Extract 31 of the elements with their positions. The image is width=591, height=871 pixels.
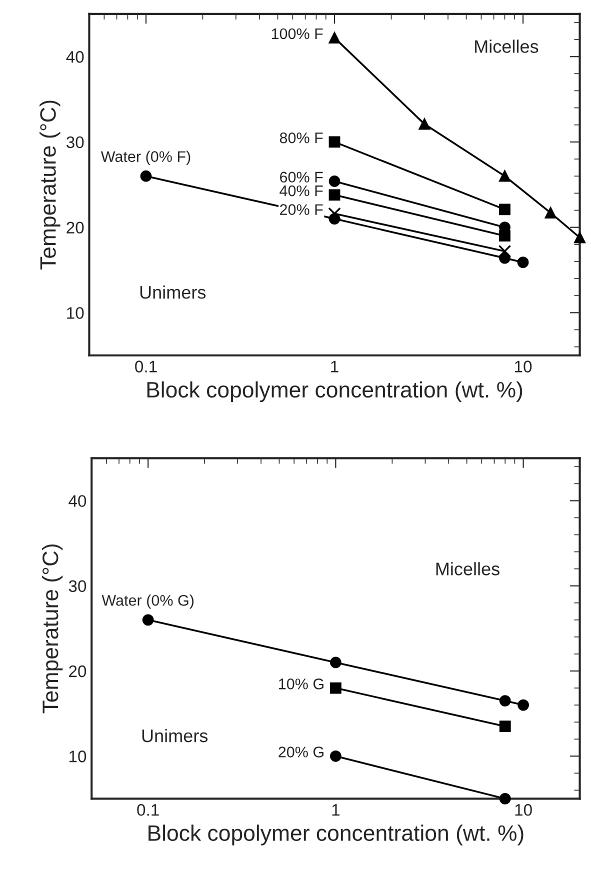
series-label: Water (0% G) [102,594,194,609]
x-tick-label: 10 [515,360,532,372]
y-tick-label: 40 [66,51,84,63]
annotation: Micelles [436,562,500,576]
series-label: 20% F [280,204,323,215]
series-label: 40% F [280,185,323,196]
annotation: Unimers [142,728,208,742]
x-tick-label: 1 [331,360,338,372]
y-tick-label: 20 [69,665,86,678]
y-tick-label: 20 [66,222,84,234]
x-tick-label: 10 [515,804,532,816]
series-label: 80% F [280,132,323,144]
annotation: Micelles [475,40,538,53]
series-label: 10% G [279,678,324,690]
y-tick-label: 10 [67,307,84,319]
series-label: 20% G [278,746,324,758]
y-tick-label: 40 [68,495,86,507]
series-label: Water (0% F) [100,150,190,165]
series-label: 100% F [272,28,323,40]
annotation: Unimers [140,285,206,299]
series-label: 60% F [280,172,323,183]
y-tick-label: 30 [68,580,86,592]
x-tick-label: 1 [332,804,340,816]
y-tick-label: 10 [69,750,86,762]
x-tick-label: 0.1 [135,360,157,372]
y-axis-title: Temperature (°C) [42,544,63,714]
x-axis-title: Block copolymer concentration (wt. %) [147,381,522,402]
y-tick-label: 30 [66,136,84,148]
x-tick-label: 0.1 [137,804,159,816]
y-axis-title: Temperature (°C) [40,100,60,270]
x-axis-title: Block copolymer concentration (wt. %) [148,824,524,846]
